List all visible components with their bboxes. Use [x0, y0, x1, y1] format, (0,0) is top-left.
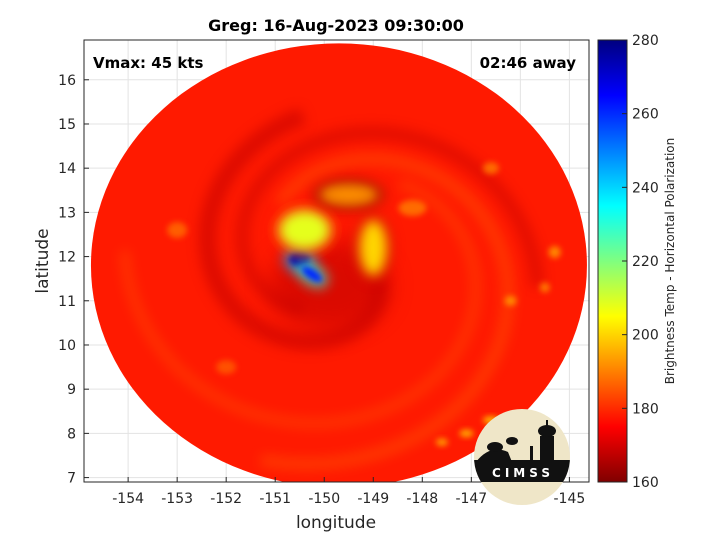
convective-blob: [539, 282, 550, 293]
y-tick-label: 16: [58, 73, 76, 89]
x-axis-label: longitude: [296, 513, 376, 533]
y-tick-label: 12: [58, 250, 76, 266]
y-tick-label: 11: [58, 294, 76, 310]
vmax-annotation: Vmax: 45 kts: [93, 54, 203, 72]
convective-blob: [504, 295, 517, 306]
colorbar-tick-label: 180: [632, 401, 659, 417]
x-tick-label: -145: [553, 491, 585, 507]
y-tick-label: 14: [58, 161, 76, 177]
x-tick-label: -151: [259, 491, 291, 507]
y-tick-label: 8: [67, 426, 76, 442]
central-convection: [278, 210, 331, 251]
chart-title: Greg: 16-Aug-2023 09:30:00: [208, 16, 464, 35]
colorbar-tick-label: 160: [632, 475, 659, 491]
colorbar-tick-label: 240: [632, 180, 659, 196]
convective-blob: [398, 199, 427, 216]
logo-text: CIMSS: [492, 466, 554, 480]
x-tick-label: -147: [455, 491, 487, 507]
y-tick-label: 15: [58, 117, 76, 133]
x-tick-label: -154: [112, 491, 144, 507]
colorbar-tick-label: 220: [632, 254, 659, 270]
y-ticks: 7 8 9 10 11 12 13 14 15 16: [58, 73, 89, 487]
spiral-band: [260, 152, 515, 471]
swath-layer: [91, 43, 587, 482]
axes-frame: [83, 39, 590, 483]
x-tick-label: -152: [210, 491, 242, 507]
colorbar-tick-label: 200: [632, 328, 659, 344]
northern-arc: [318, 184, 379, 205]
x-tick-label: -153: [161, 491, 193, 507]
convective-blob: [216, 360, 237, 375]
y-tick-label: 10: [58, 338, 76, 354]
cimss-logo: CIMSS: [474, 409, 570, 505]
colorbar-tick-label: 260: [632, 107, 659, 123]
colorbar-label: Brightness Temp - Horizontal Polarizatio…: [663, 138, 677, 385]
y-tick-label: 9: [67, 382, 76, 398]
colorbar-ticks: 160 180 200 220 240 260 280: [622, 33, 659, 491]
spiral-band: [235, 125, 545, 316]
x-tick-label: -149: [357, 491, 389, 507]
colorbar-tick-label: 280: [632, 33, 659, 49]
y-tick-label: 13: [58, 205, 76, 221]
time-away-annotation: 02:46 away: [480, 54, 577, 72]
y-tick-label: 7: [67, 471, 76, 487]
convective-blob: [482, 162, 499, 175]
x-tick-label: -150: [308, 491, 340, 507]
convective-blob: [167, 222, 188, 239]
x-tick-label: -148: [406, 491, 438, 507]
y-axis-label: latitude: [33, 228, 53, 293]
convective-blob: [459, 429, 474, 438]
spiral-band: [119, 178, 481, 429]
convective-blob: [435, 438, 448, 447]
feature-layer: [272, 178, 394, 288]
rainband-tail-cold: [301, 266, 323, 283]
convective-blob: [548, 246, 561, 259]
eastern-band: [359, 219, 388, 276]
